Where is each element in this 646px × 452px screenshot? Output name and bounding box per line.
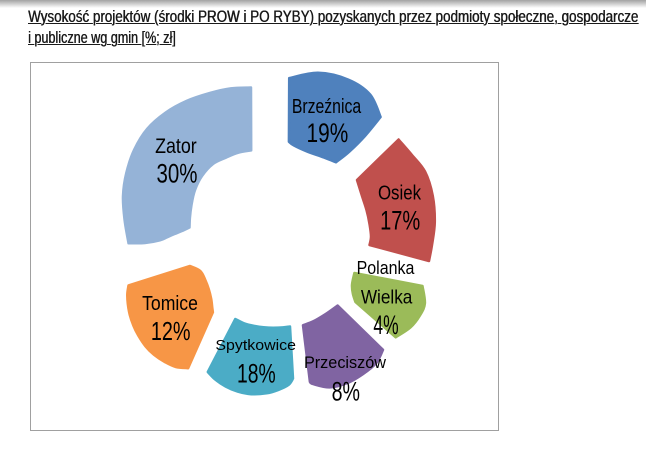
svg-text:Zator: Zator — [155, 134, 197, 158]
svg-text:17%: 17% — [380, 205, 420, 235]
svg-text:30%: 30% — [157, 159, 198, 189]
svg-text:Przeciszów: Przeciszów — [304, 353, 387, 372]
svg-text:Tomice: Tomice — [142, 293, 198, 315]
svg-text:18%: 18% — [237, 359, 276, 389]
svg-text:Brzeźnica: Brzeźnica — [292, 95, 362, 118]
svg-text:19%: 19% — [307, 118, 349, 148]
svg-text:8%: 8% — [332, 376, 360, 406]
svg-text:Polanka: Polanka — [357, 257, 416, 278]
svg-text:Osiek: Osiek — [378, 183, 422, 205]
svg-text:Spytkowice: Spytkowice — [215, 337, 296, 354]
svg-text:Wielka: Wielka — [361, 288, 413, 309]
svg-text:4%: 4% — [373, 310, 398, 340]
svg-text:12%: 12% — [151, 316, 191, 346]
